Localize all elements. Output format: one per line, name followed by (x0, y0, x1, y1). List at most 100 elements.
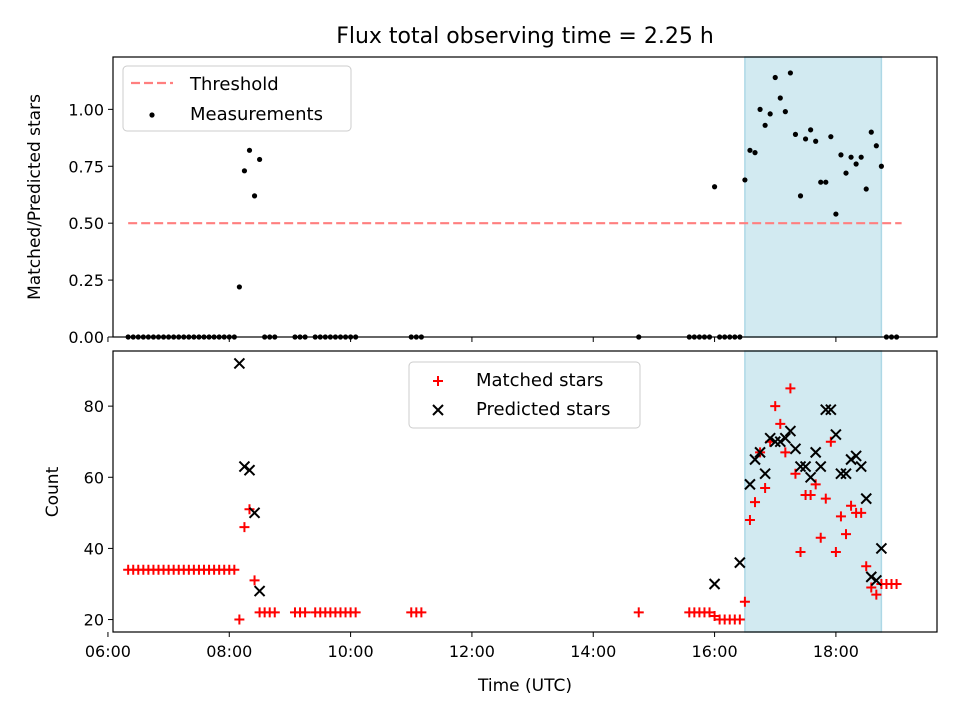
matched-point (856, 507, 867, 518)
predicted-point (825, 403, 837, 416)
predicted-point (820, 403, 832, 416)
bottom-legend: Matched stars Predicted stars (408, 361, 641, 429)
measurement-point (802, 136, 809, 142)
measurement-point (767, 111, 773, 117)
legend-threshold-label: Threshold (189, 74, 279, 95)
chart-title: Flux total observing time = 2.25 h (336, 24, 714, 49)
legend-predicted-swatch (432, 404, 444, 416)
legend-box (122, 65, 352, 132)
matched-point (750, 497, 761, 508)
predicted-point (779, 432, 792, 444)
highlight-span (744, 350, 883, 633)
top-legend: Threshold Measurements (122, 65, 352, 132)
matched-point (785, 383, 796, 394)
legend-measurements-swatch (149, 112, 155, 118)
predicted-point (789, 443, 802, 455)
measurement-point (236, 284, 242, 290)
measurement-point (848, 154, 854, 160)
measurement-point (858, 154, 864, 160)
y-tick-label: 20 (84, 611, 104, 630)
predicted-point (804, 471, 817, 483)
predicted-point (830, 428, 842, 441)
predicted-point (799, 460, 812, 473)
measurement-point (878, 163, 884, 169)
matched-point (300, 607, 311, 618)
predicted-point (749, 453, 761, 466)
matched-point (249, 575, 260, 586)
matched-point (704, 607, 715, 618)
predicted-point (734, 556, 746, 569)
matched-point (891, 578, 902, 589)
measurement-point (792, 131, 799, 137)
predicted-point (870, 574, 883, 587)
matched-point (775, 418, 786, 429)
measurement-point (747, 147, 753, 153)
matched-point (770, 401, 781, 412)
count-panel: 20 40 60 80 06:00 08:00 10:00 12:00 14:00 16:00 18… (84, 350, 938, 661)
matched-point (780, 447, 791, 458)
measurement-point (251, 193, 258, 199)
predicted-point (708, 578, 721, 590)
matched-point (841, 529, 852, 540)
matched-point (416, 607, 427, 618)
x-tick-label: 12:00 (449, 642, 495, 661)
matched-point (871, 589, 882, 600)
predicted-point (845, 453, 857, 466)
measurement-point (818, 179, 824, 185)
predicted-point (875, 542, 888, 555)
measurement-point (853, 161, 859, 167)
predicted-point (769, 435, 781, 448)
measurement-point (828, 134, 834, 140)
legend-matched-label: Matched stars (476, 370, 603, 391)
top-y-axis-label: Matched/Predicted stars (25, 94, 45, 300)
measurement-point (762, 122, 768, 128)
legend-measurements-label: Measurements (190, 104, 323, 125)
y-tick-label: 80 (84, 397, 104, 416)
measurement-point (868, 129, 874, 135)
plot-frame (112, 350, 938, 633)
matched-point (830, 546, 841, 557)
legend-matched-swatch (433, 376, 443, 386)
predicted-point (850, 450, 862, 462)
matched-point (744, 514, 755, 525)
measurement-point (711, 184, 718, 190)
predicted-point (784, 425, 797, 437)
matched-point (805, 490, 816, 501)
predicted-point (243, 464, 256, 476)
matched-point (739, 596, 750, 607)
y-tick-label: 1.00 (68, 100, 104, 119)
measurement-point (833, 211, 839, 217)
measurement-point (772, 74, 778, 81)
matched-point (734, 614, 745, 625)
matched-point (820, 493, 831, 504)
predicted-point (815, 460, 827, 473)
x-axis-label: Time (UTC) (477, 676, 572, 696)
predicted-point (809, 446, 822, 459)
legend-box (408, 361, 641, 429)
measurement-point (873, 143, 879, 149)
predicted-point (754, 446, 766, 459)
matched-point (229, 564, 240, 575)
matched-point (239, 522, 250, 533)
measurement-point (782, 109, 788, 115)
measurement-point (742, 177, 748, 183)
predicted-point (865, 571, 877, 583)
predicted-point (238, 460, 251, 473)
measurement-point (757, 106, 763, 112)
measurement-point (863, 186, 869, 192)
x-tick-label: 18:00 (813, 642, 859, 661)
matched-point (795, 546, 806, 557)
predicted-point (840, 468, 852, 480)
measurement-point (246, 147, 253, 153)
predicted-point (855, 460, 867, 473)
measurement-point (843, 170, 849, 176)
predicted-point (774, 435, 786, 448)
measurement-point (838, 152, 844, 158)
y-tick-label: 0.25 (68, 271, 104, 290)
matched-point (835, 511, 846, 522)
plot-frame (112, 56, 938, 338)
measurement-point (752, 150, 758, 156)
highlight-span (744, 56, 883, 338)
measurement-point (813, 138, 819, 144)
